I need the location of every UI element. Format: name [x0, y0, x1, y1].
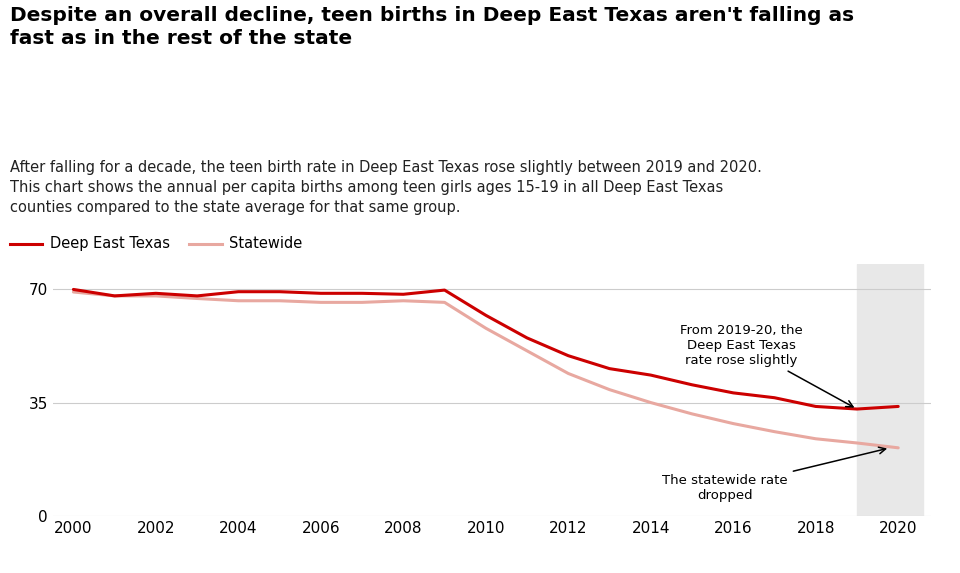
Text: Deep East Texas: Deep East Texas — [50, 236, 170, 251]
Text: After falling for a decade, the teen birth rate in Deep East Texas rose slightly: After falling for a decade, the teen bir… — [10, 160, 761, 215]
Text: From 2019-20, the
Deep East Texas
rate rose slightly: From 2019-20, the Deep East Texas rate r… — [680, 324, 853, 407]
Text: Statewide: Statewide — [229, 236, 302, 251]
Text: The statewide rate
dropped: The statewide rate dropped — [662, 447, 886, 502]
Bar — [857, 264, 923, 516]
Text: Despite an overall decline, teen births in Deep East Texas aren't falling as
fas: Despite an overall decline, teen births … — [10, 6, 853, 48]
